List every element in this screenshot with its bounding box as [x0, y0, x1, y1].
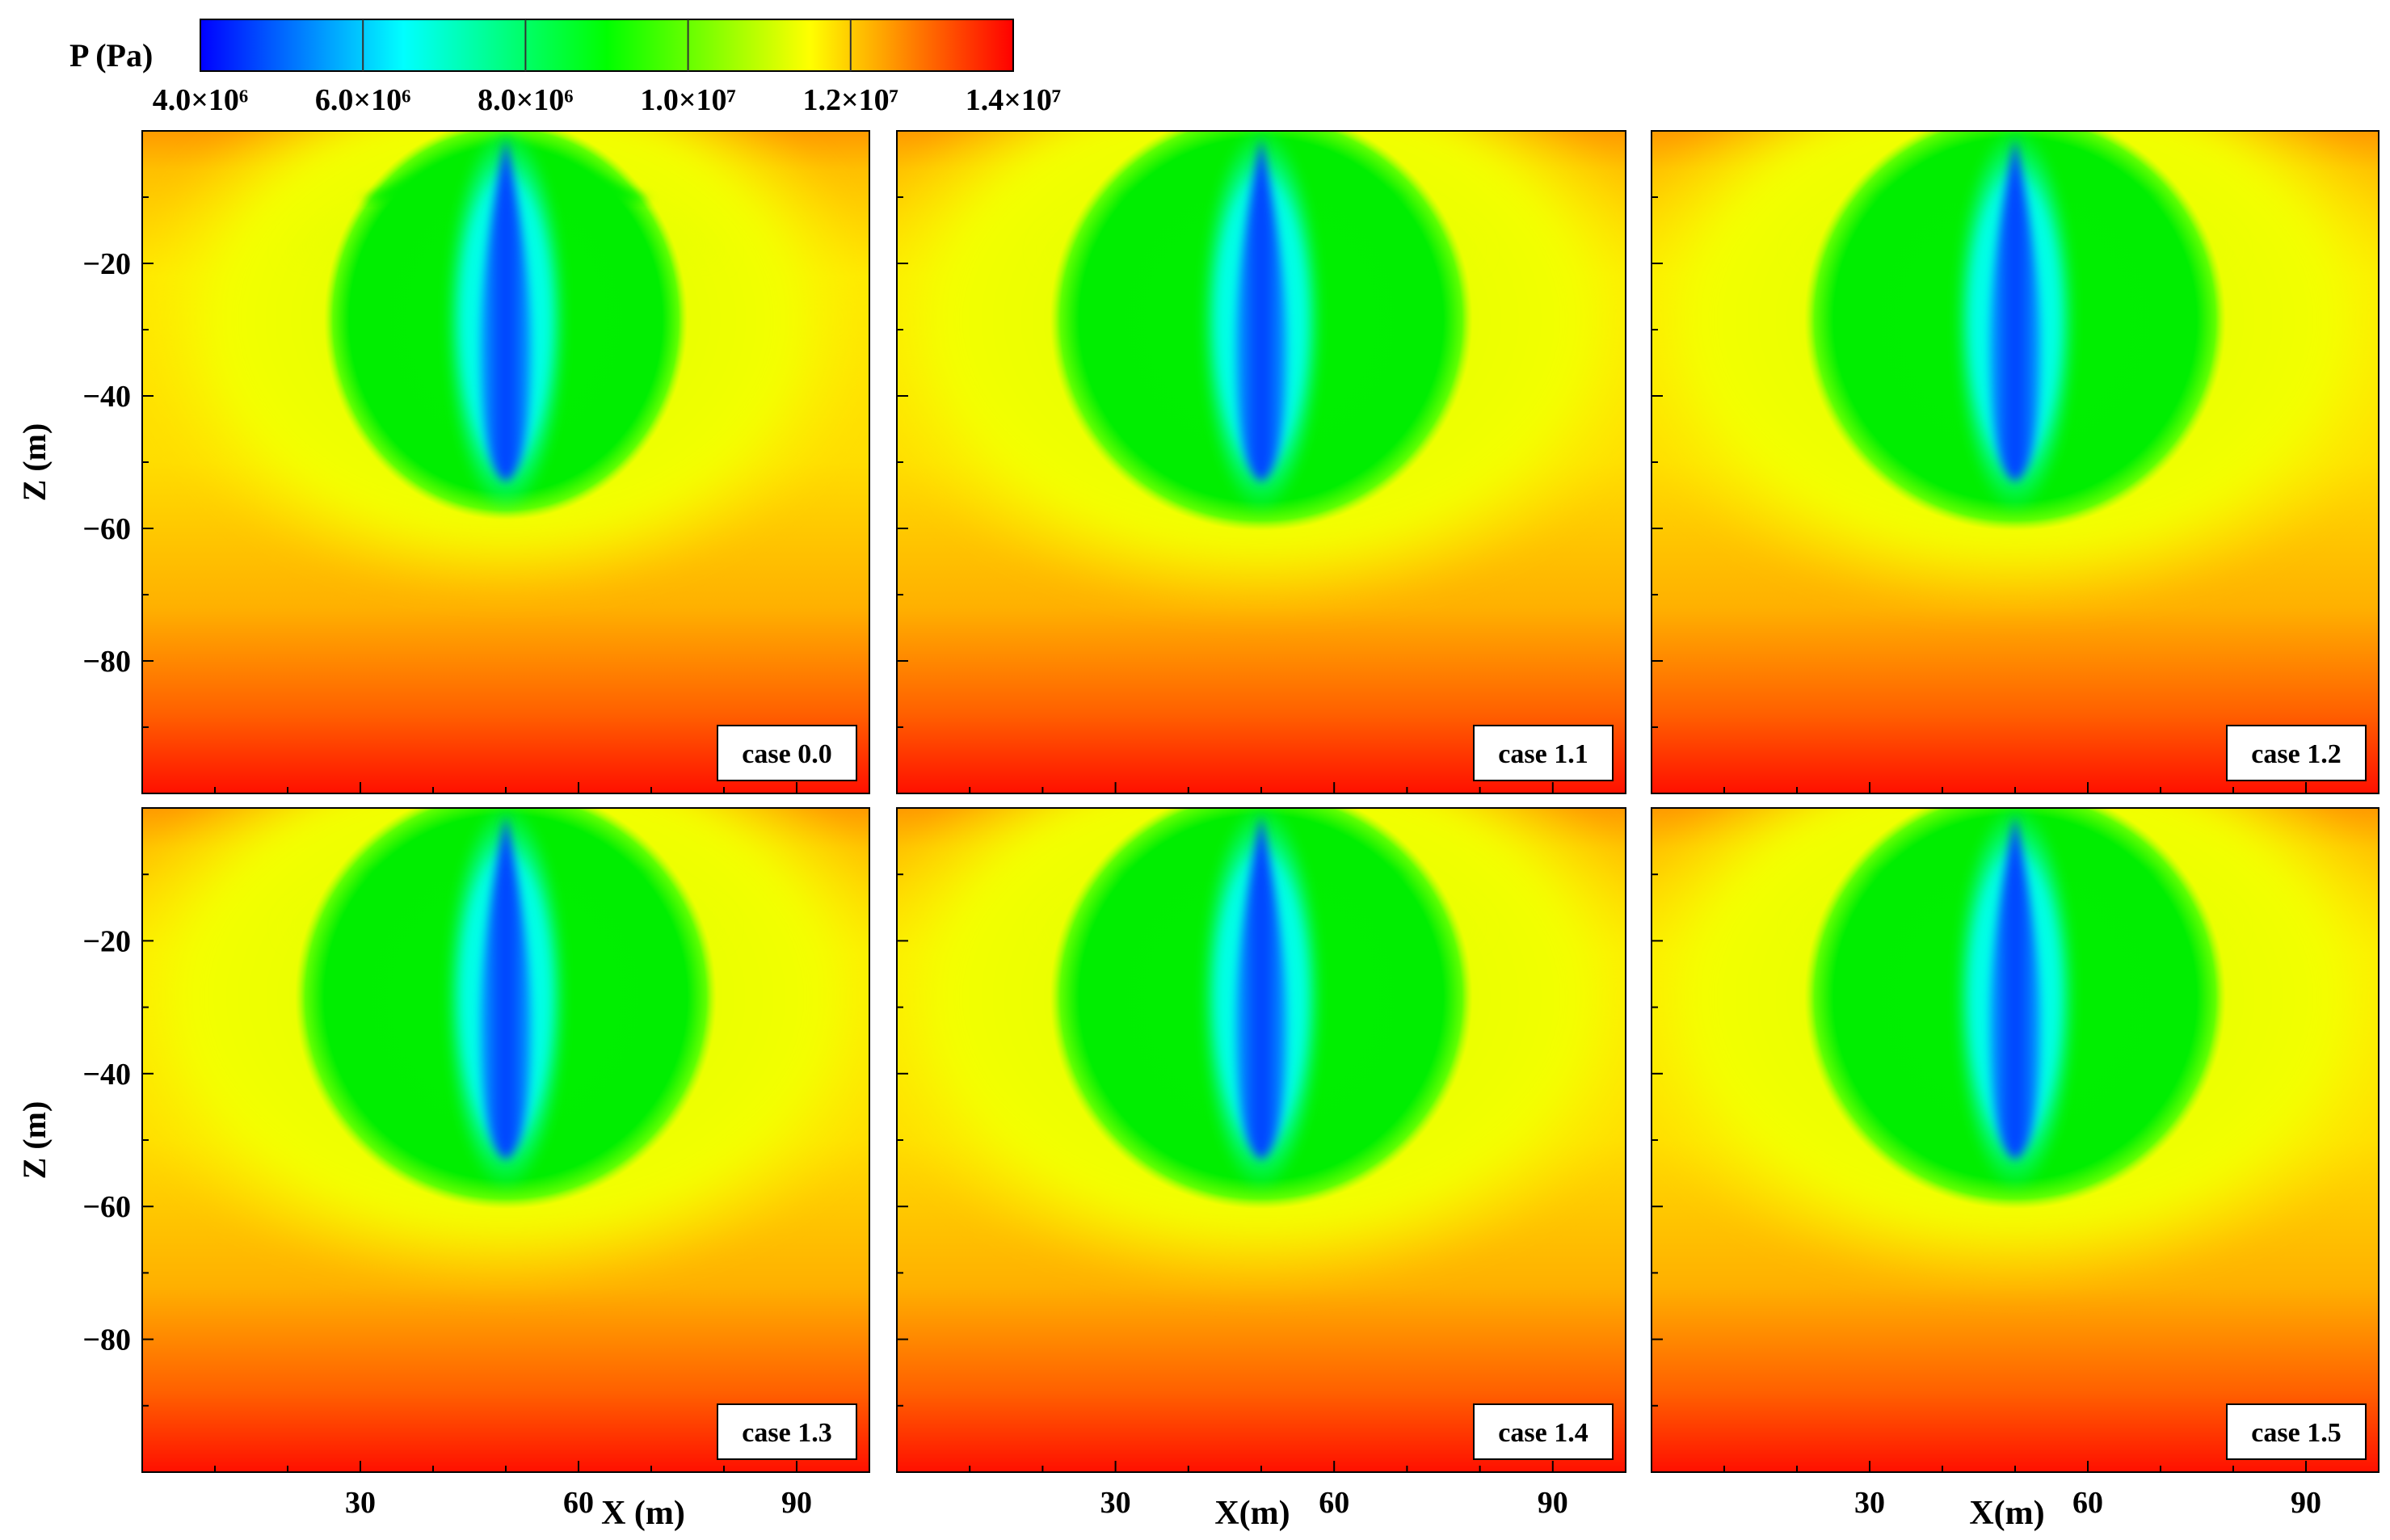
case-label: case 1.2 — [2251, 739, 2341, 769]
colorbar-tick-label: 1.2×10⁷ — [803, 83, 899, 117]
colorbar-tick-label: 1.4×10⁷ — [966, 83, 1062, 117]
x-axis-tick-label: 90 — [781, 1486, 812, 1520]
contour-panel: case 1.1 — [896, 130, 1626, 794]
x-axis-tick-label: 60 — [563, 1486, 594, 1520]
x-axis-tick-label: 60 — [2072, 1486, 2103, 1520]
colorbar-title: P (Pa) — [69, 37, 153, 74]
case-label: case 1.3 — [742, 1418, 831, 1448]
axis-labels: Z (m) Z (m) X (m) X(m) X(m) — [16, 423, 2045, 1532]
z-axis-tick-label: −40 — [82, 380, 131, 414]
case-label: case 1.1 — [1498, 739, 1588, 769]
x-axis-tick-label: 90 — [1538, 1486, 1568, 1520]
colorbar-tick-label: 1.0×10⁷ — [640, 83, 736, 117]
x-axis-tick-label: 30 — [1854, 1486, 1885, 1520]
case-label-box — [2226, 725, 2367, 781]
contour-panel: case 1.2 — [1651, 130, 2379, 794]
case-label: case 1.5 — [2251, 1418, 2341, 1448]
x-axis-title: X(m) — [1969, 1495, 2044, 1532]
blue-core — [1989, 137, 2041, 482]
z-axis-tick-label: −20 — [82, 924, 131, 958]
case-label-box — [717, 725, 857, 781]
contour-panel: 30 60 90 case 1.5 — [1651, 807, 2379, 1520]
x-axis-title: X (m) — [601, 1495, 685, 1532]
z-axis-tick-label: −80 — [82, 1323, 131, 1357]
colorbar: 4.0×10⁶ 6.0×10⁶ 8.0×10⁶ 1.0×10⁷ 1.2×10⁷ 1.4×1… — [69, 19, 1061, 117]
case-label: case 1.4 — [1498, 1418, 1588, 1448]
x-axis-tick-label: 30 — [1100, 1486, 1131, 1520]
z-axis-tick-label: −60 — [82, 1190, 131, 1224]
z-axis-title: Z (m) — [16, 1101, 53, 1180]
case-label-box — [1473, 725, 1614, 781]
x-axis-tick-label: 60 — [1319, 1486, 1349, 1520]
case-label-box — [1473, 1403, 1614, 1460]
z-axis-tick-label: −80 — [82, 645, 131, 679]
colorbar-tick-label: 4.0×10⁶ — [153, 83, 249, 117]
blue-core — [480, 137, 532, 482]
blue-core — [1235, 137, 1287, 482]
z-axis-tick-label: −20 — [82, 247, 131, 281]
z-axis-tick-label: −60 — [82, 512, 131, 546]
contour-panel: −20 −40 −60 −80 case 0.0 — [82, 130, 870, 794]
z-axis-title: Z (m) — [16, 423, 53, 502]
blue-core — [480, 814, 532, 1160]
contour-panel: 30 60 90 case 1.4 — [896, 807, 1626, 1520]
x-axis-tick-label: 30 — [345, 1486, 376, 1520]
colorbar-gradient — [200, 19, 1014, 72]
blue-core — [1235, 814, 1287, 1160]
case-label-box — [717, 1403, 857, 1460]
colorbar-tick-label: 8.0×10⁶ — [478, 83, 574, 117]
x-axis-tick-label: 90 — [2291, 1486, 2321, 1520]
case-label: case 0.0 — [742, 739, 831, 769]
contour-panel: −20 −40 −60 −80 30 60 90 case 1.3 — [82, 807, 870, 1520]
x-axis-title: X(m) — [1214, 1495, 1290, 1532]
colorbar-tick-label: 6.0×10⁶ — [315, 83, 411, 117]
z-axis-tick-label: −40 — [82, 1058, 131, 1092]
blue-core — [1989, 814, 2041, 1160]
case-label-box — [2226, 1403, 2367, 1460]
